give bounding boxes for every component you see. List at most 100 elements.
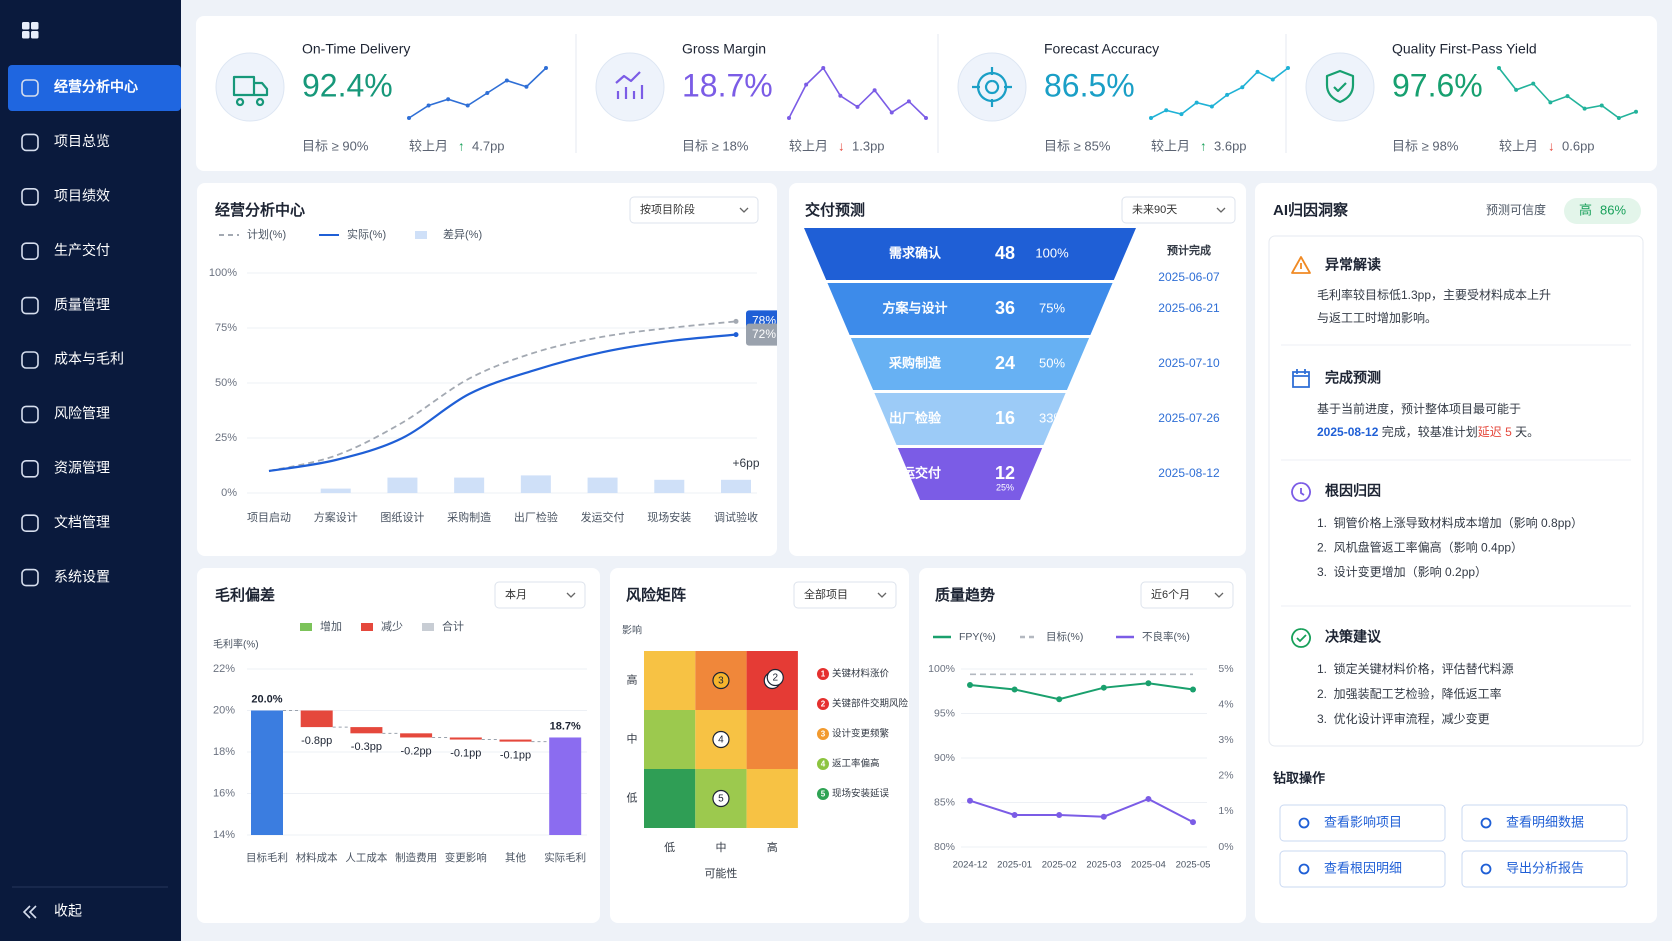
card-bg: [196, 16, 1657, 171]
menu-item[interactable]: 项目总览: [21, 133, 110, 152]
stage-date: 2025-07-26: [1158, 411, 1220, 425]
dropdown-box[interactable]: [629, 196, 759, 224]
kpi-compare: 较上月: [1499, 138, 1538, 153]
menu-item[interactable]: 经营分析中心: [8, 65, 181, 111]
sparkline-dot: [1240, 85, 1245, 90]
dropdown-box[interactable]: [1121, 196, 1236, 224]
data-label: -0.3pp: [351, 741, 382, 753]
sparkline-dot: [804, 82, 809, 87]
stage-count: 16: [995, 408, 1015, 428]
button-icon: [1298, 817, 1310, 829]
kpi-compare: 较上月: [409, 138, 448, 153]
kpi-card: On-Time Delivery 92.4% 目标 ≥ 90% 较上月 ↑ 4.7pp Gr…: [196, 16, 1657, 171]
stage-name: 采购制造: [888, 355, 942, 370]
forecast-part: 2025-08-12: [1317, 425, 1379, 439]
y-tick-label: 18%: [213, 746, 235, 758]
bar: [454, 477, 485, 493]
action-button[interactable]: 导出分析报告: [1461, 850, 1628, 888]
dropdown[interactable]: 全部项目: [793, 581, 897, 609]
x-tick-label: 图纸设计: [380, 511, 424, 524]
menu-item[interactable]: 文档管理: [21, 514, 110, 533]
risk-marker: [766, 668, 784, 687]
legend-label: 不良率(%): [1142, 630, 1190, 643]
dropdown-label: 本月: [505, 587, 527, 601]
y-tick-label: 低: [627, 791, 638, 804]
button-box[interactable]: [1279, 804, 1446, 842]
action-button[interactable]: 查看根因明细: [1279, 850, 1446, 888]
sparkline-dot: [1565, 94, 1570, 99]
x-tick-label: 现场安装: [647, 510, 691, 524]
legend-bullet-label: 1: [821, 670, 826, 679]
line-series: [969, 682, 1194, 701]
button-box[interactable]: [1461, 804, 1628, 842]
kpi-icon-bg: [957, 52, 1027, 122]
sparkline-dot: [787, 116, 791, 120]
sparkline-dot: [1179, 112, 1184, 117]
dropdown-box[interactable]: [793, 581, 897, 609]
kpi-compare: 较上月: [1151, 138, 1190, 153]
menu-item[interactable]: 生产交付: [21, 242, 110, 260]
menu-item[interactable]: 系统设置: [21, 568, 110, 587]
menu-item[interactable]: 成本与毛利: [21, 351, 124, 369]
x-tick-label: 2024-12: [953, 860, 988, 871]
legend-label: 计划(%): [247, 228, 286, 241]
insight-box: [1268, 235, 1644, 747]
button-label: 查看明细数据: [1506, 814, 1584, 829]
menu-item[interactable]: 资源管理: [21, 460, 110, 478]
menu-item[interactable]: 质量管理: [21, 296, 110, 315]
collapse-button[interactable]: 收起: [22, 903, 82, 919]
y-tick-label: 100%: [209, 267, 237, 279]
stage-date: 2025-07-10: [1158, 356, 1220, 370]
button-label: 导出分析报告: [1506, 860, 1584, 875]
data-label: 20.0%: [251, 693, 282, 705]
y-tick-label: 0%: [221, 487, 237, 499]
dropdown[interactable]: 未来90天: [1121, 196, 1236, 224]
dropdown-chevron: [739, 207, 749, 213]
bar: [520, 475, 551, 493]
menu-item[interactable]: 风险管理: [21, 405, 110, 424]
y-tick-label: 100%: [928, 663, 955, 675]
sparkline-dot: [838, 93, 843, 98]
action-button[interactable]: 查看影响项目: [1279, 804, 1446, 842]
x-tick-label: 2025-03: [1086, 860, 1121, 871]
button-box[interactable]: [1461, 850, 1628, 888]
legend-swatch: [422, 623, 434, 631]
action-button[interactable]: 查看明细数据: [1461, 804, 1628, 842]
dropdown[interactable]: 按项目阶段: [629, 196, 759, 224]
data-label: +6pp: [732, 456, 759, 470]
matrix-cell: [644, 710, 696, 769]
kpi-delta: 1.3pp: [852, 138, 885, 153]
sparkline-dot: [1616, 116, 1621, 120]
card-title: 毛利偏差: [215, 586, 275, 604]
legend-swatch: [415, 231, 427, 239]
dropdown[interactable]: 本月: [494, 581, 586, 609]
button-box[interactable]: [1279, 850, 1446, 888]
dropdown-box[interactable]: [494, 581, 586, 609]
stage-count: 24: [995, 353, 1015, 373]
legend-label: 关键部件交期风险: [832, 698, 909, 710]
data-label: -0.1pp: [500, 750, 531, 762]
data-label: 18.7%: [550, 720, 581, 732]
menu-item[interactable]: 项目绩效: [21, 188, 110, 206]
kpi-compare: 较上月: [789, 138, 828, 153]
kpi-value: 97.6%: [1392, 67, 1483, 103]
stage-percent: 100%: [1035, 245, 1069, 260]
menu-label: 项目总览: [54, 133, 110, 149]
kpi-title: Gross Margin: [682, 41, 766, 57]
card-title: 质量趋势: [935, 586, 995, 604]
bar: [721, 479, 751, 493]
dropdown-box[interactable]: [1140, 581, 1234, 609]
legend-label: 返工率偏高: [832, 758, 880, 770]
sparkline-dot: [1599, 103, 1604, 108]
dropdown-chevron: [877, 592, 887, 598]
sparkline-dot: [1634, 109, 1638, 114]
drill-title: 钻取操作: [1273, 770, 1325, 785]
y-tick-label: 90%: [934, 752, 955, 764]
confidence-level: 高: [1579, 202, 1592, 217]
sparkline-dot: [889, 110, 894, 115]
legend-swatch: [361, 623, 373, 631]
line-dot: [967, 682, 973, 689]
dropdown[interactable]: 近6个月: [1140, 581, 1234, 609]
